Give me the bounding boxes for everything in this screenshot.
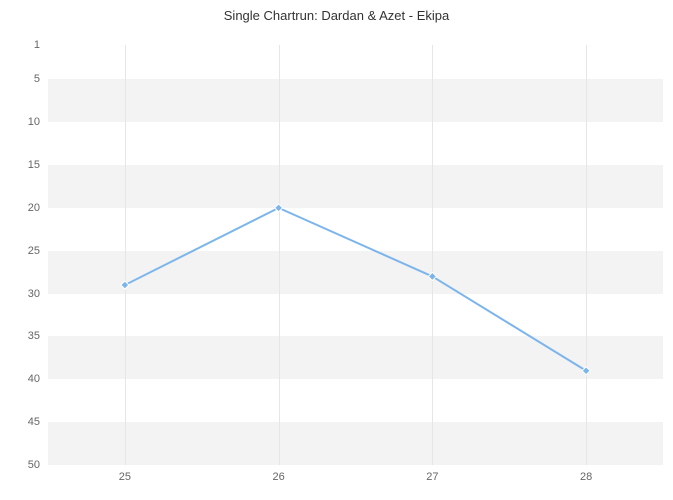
y-tick-label: 1 (34, 39, 48, 51)
x-tick-label: 28 (580, 465, 592, 483)
y-tick-label: 20 (28, 202, 48, 214)
y-tick-label: 30 (28, 288, 48, 300)
chart-title: Single Chartrun: Dardan & Azet - Ekipa (0, 8, 673, 23)
series (48, 45, 663, 465)
y-tick-label: 15 (28, 159, 48, 171)
y-tick-label: 35 (28, 330, 48, 342)
y-tick-label: 25 (28, 245, 48, 257)
x-tick-label: 26 (273, 465, 285, 483)
y-tick-label: 5 (34, 73, 48, 85)
y-tick-label: 10 (28, 116, 48, 128)
chart-container: Single Chartrun: Dardan & Azet - Ekipa 1… (0, 0, 673, 500)
x-tick-label: 27 (426, 465, 438, 483)
y-tick-label: 45 (28, 416, 48, 428)
x-tick-label: 25 (119, 465, 131, 483)
series-marker (275, 204, 283, 212)
series-line (125, 208, 586, 371)
y-tick-label: 50 (28, 459, 48, 471)
y-tick-label: 40 (28, 373, 48, 385)
plot-area: 1510152025303540455025262728 (48, 45, 663, 465)
series-marker (121, 281, 129, 289)
